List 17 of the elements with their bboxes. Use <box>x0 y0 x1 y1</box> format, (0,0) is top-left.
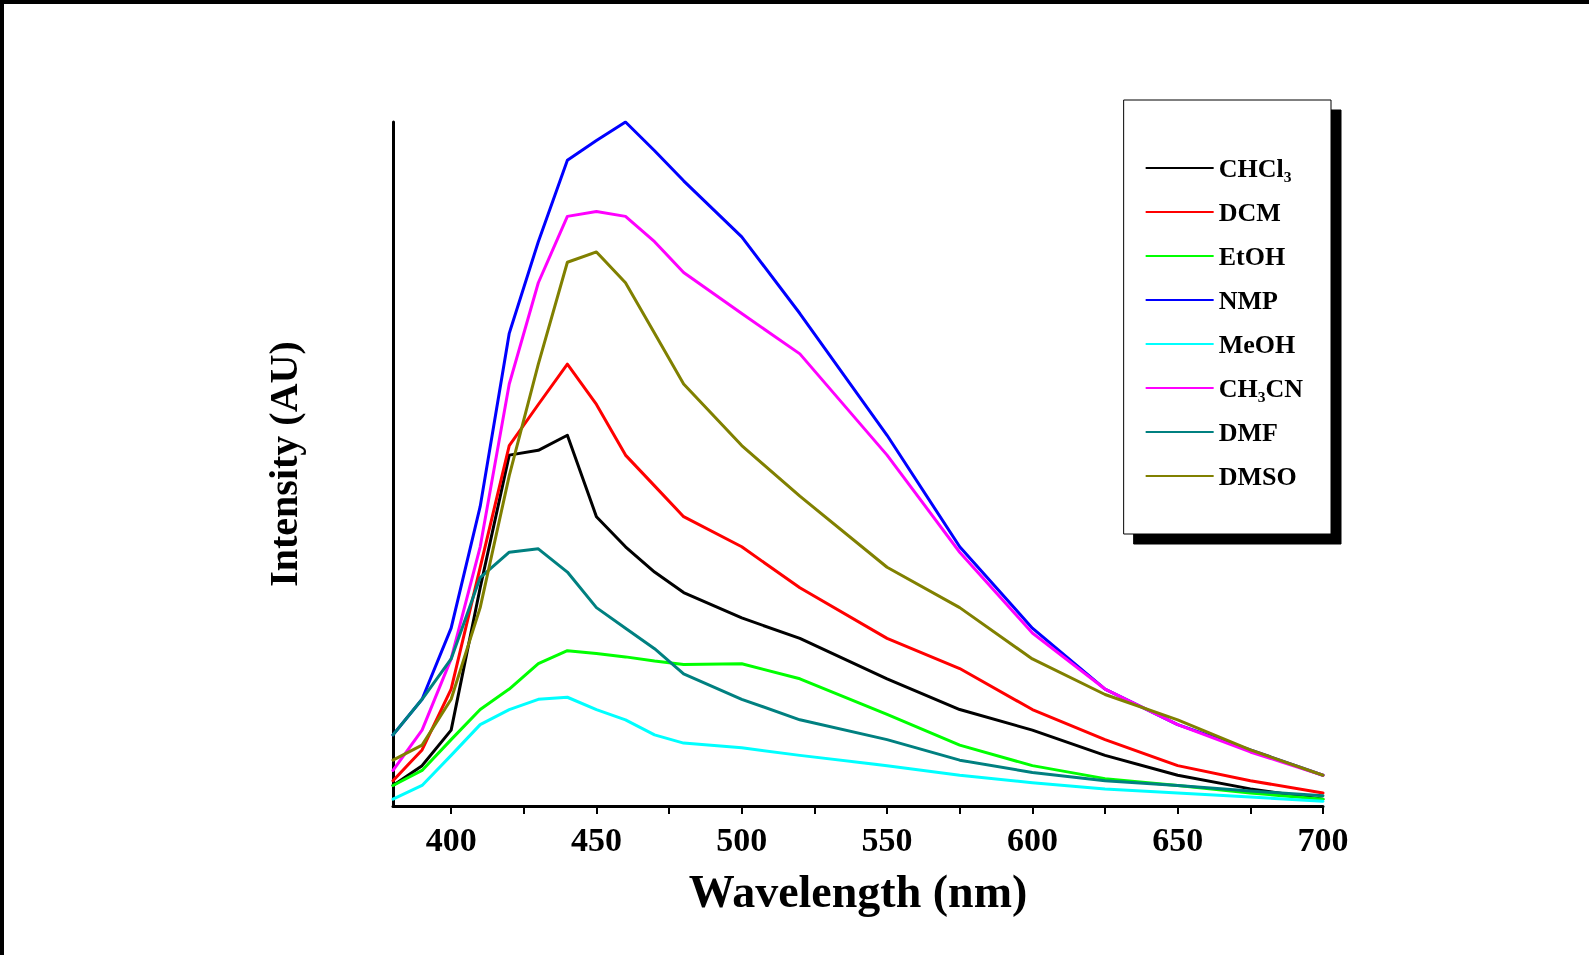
x-tick-label: 500 <box>716 820 768 858</box>
x-tick-label: 400 <box>425 820 477 858</box>
legend-label: DMF <box>1218 417 1278 447</box>
legend-label: EtOH <box>1218 241 1286 271</box>
legend-label: CHCl₃ <box>1218 153 1292 183</box>
legend-label: CH₃CN <box>1218 373 1304 403</box>
x-tick-label: 700 <box>1297 820 1349 858</box>
legend-label: MeOH <box>1218 329 1296 359</box>
legend-label: NMP <box>1218 285 1278 315</box>
x-tick-label: 450 <box>570 820 622 858</box>
x-tick-label: 550 <box>861 820 913 858</box>
x-tick-label: 600 <box>1006 820 1058 858</box>
legend-label: DMSO <box>1218 461 1297 491</box>
y-axis-title: Intensity (AU) <box>260 341 306 587</box>
x-tick-label: 650 <box>1152 820 1204 858</box>
x-axis-title: Wavelength (nm) <box>688 865 1028 917</box>
legend-label: DCM <box>1218 197 1281 227</box>
